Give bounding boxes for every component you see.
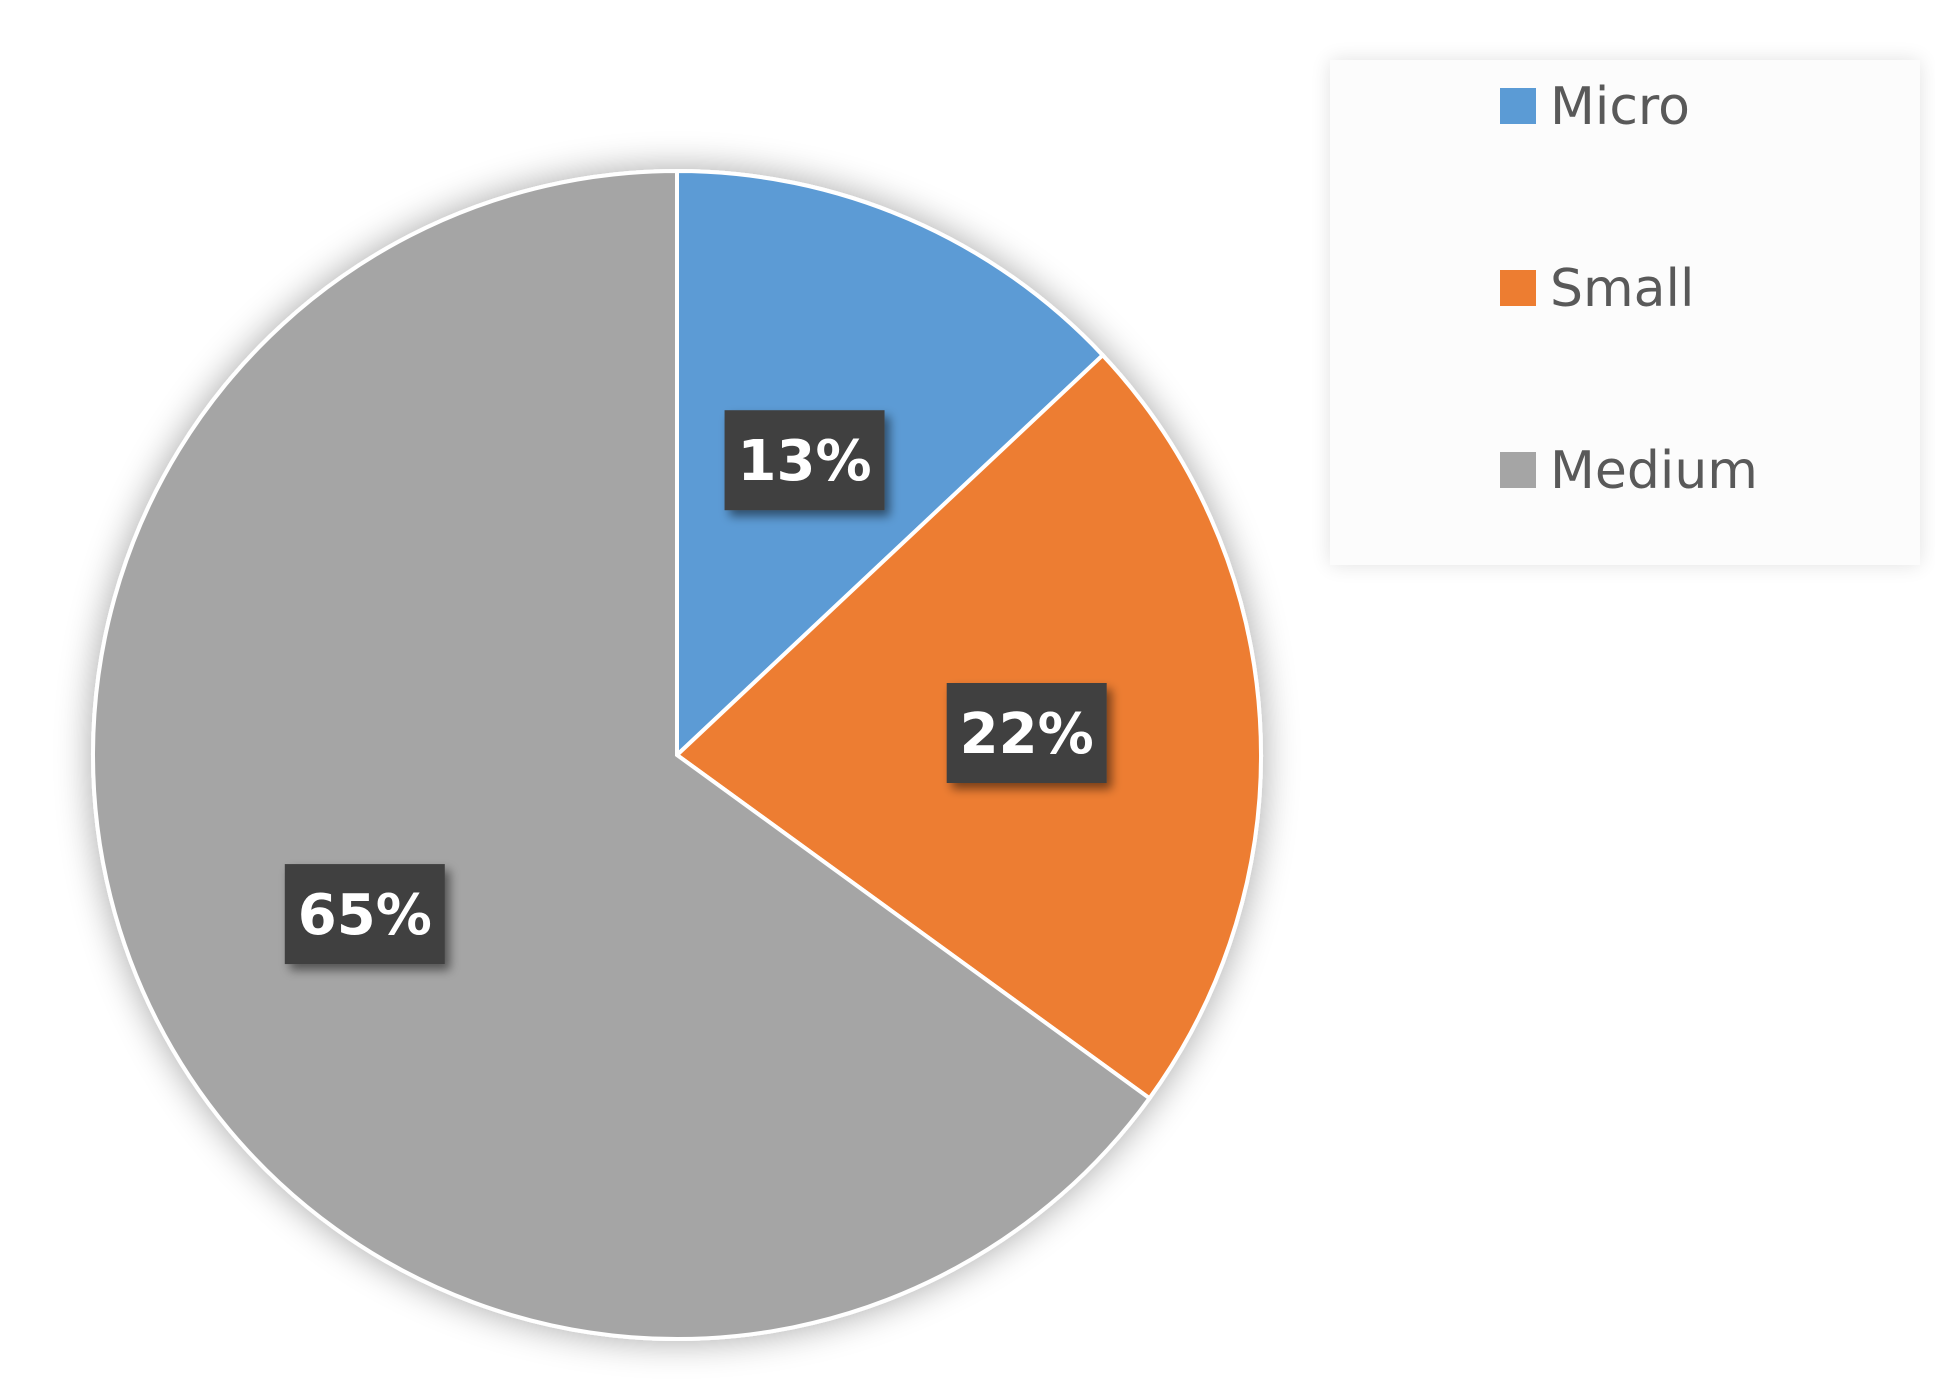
pie-data-labels: 13% 22% 65%: [284, 410, 1107, 965]
pie-slice-micro: [675, 168, 1106, 760]
pie-slice-medium: [91, 168, 1153, 1341]
legend-swatch: [1500, 88, 1536, 124]
data-label-box: [946, 682, 1107, 783]
data-label-text: 22%: [960, 702, 1094, 767]
legend-swatch: [1500, 270, 1536, 306]
data-label-box: [724, 410, 885, 511]
legend-label: Medium: [1550, 441, 1758, 501]
data-label-text: 13%: [738, 429, 872, 494]
legend-label: Micro: [1550, 77, 1690, 137]
data-label-box: [284, 864, 445, 965]
legend-item-micro: Micro: [1500, 77, 1690, 137]
data-label-medium: 65%: [284, 864, 445, 965]
legend-swatch: [1500, 452, 1536, 488]
legend-label: Small: [1550, 259, 1694, 319]
data-label-small: 22%: [946, 682, 1107, 783]
legend-item-small: Small: [1500, 259, 1694, 319]
legend: Micro Small Medium: [1330, 60, 1920, 565]
data-label-text: 65%: [298, 883, 432, 948]
legend-box: [1330, 60, 1920, 565]
legend-item-medium: Medium: [1500, 441, 1758, 501]
data-label-micro: 13%: [724, 410, 885, 511]
